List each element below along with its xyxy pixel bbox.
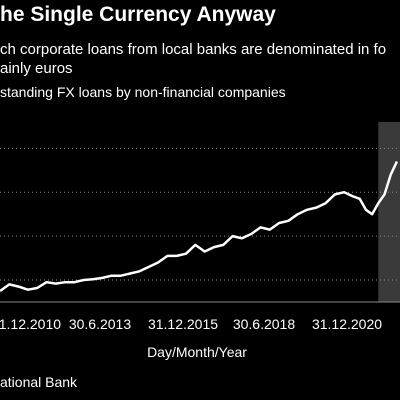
shaded-period-layer — [378, 122, 400, 302]
x-tick-label: 30.6.2013 — [69, 316, 131, 332]
x-tick-label: 31.12.2015 — [148, 316, 218, 332]
subtitle-line-1: ch corporate loans from local banks are … — [0, 41, 387, 58]
series-line-layer — [0, 160, 399, 293]
chart-subtitle: ch corporate loans from local banks are … — [0, 40, 386, 78]
source-note: ational Bank — [0, 374, 78, 390]
x-tick-label: 30.6.2018 — [233, 316, 295, 332]
x-tick-label: 31.12.2020 — [312, 316, 382, 332]
x-tick-label: 31.12.2010 — [0, 316, 61, 332]
series-line-0 — [0, 160, 399, 293]
series-label: standing FX loans by non-financial compa… — [0, 84, 286, 100]
chart-title: he Single Currency Anyway — [0, 3, 276, 26]
shaded-period — [378, 122, 400, 302]
x-axis-title: Day/Month/Year — [147, 344, 247, 360]
gridlines — [0, 147, 400, 303]
x-tick-labels: 31.12.2010 30.6.2013 31.12.2015 30.6.2018 31… — [0, 316, 382, 332]
subtitle-line-2: ainly euros — [0, 60, 73, 77]
